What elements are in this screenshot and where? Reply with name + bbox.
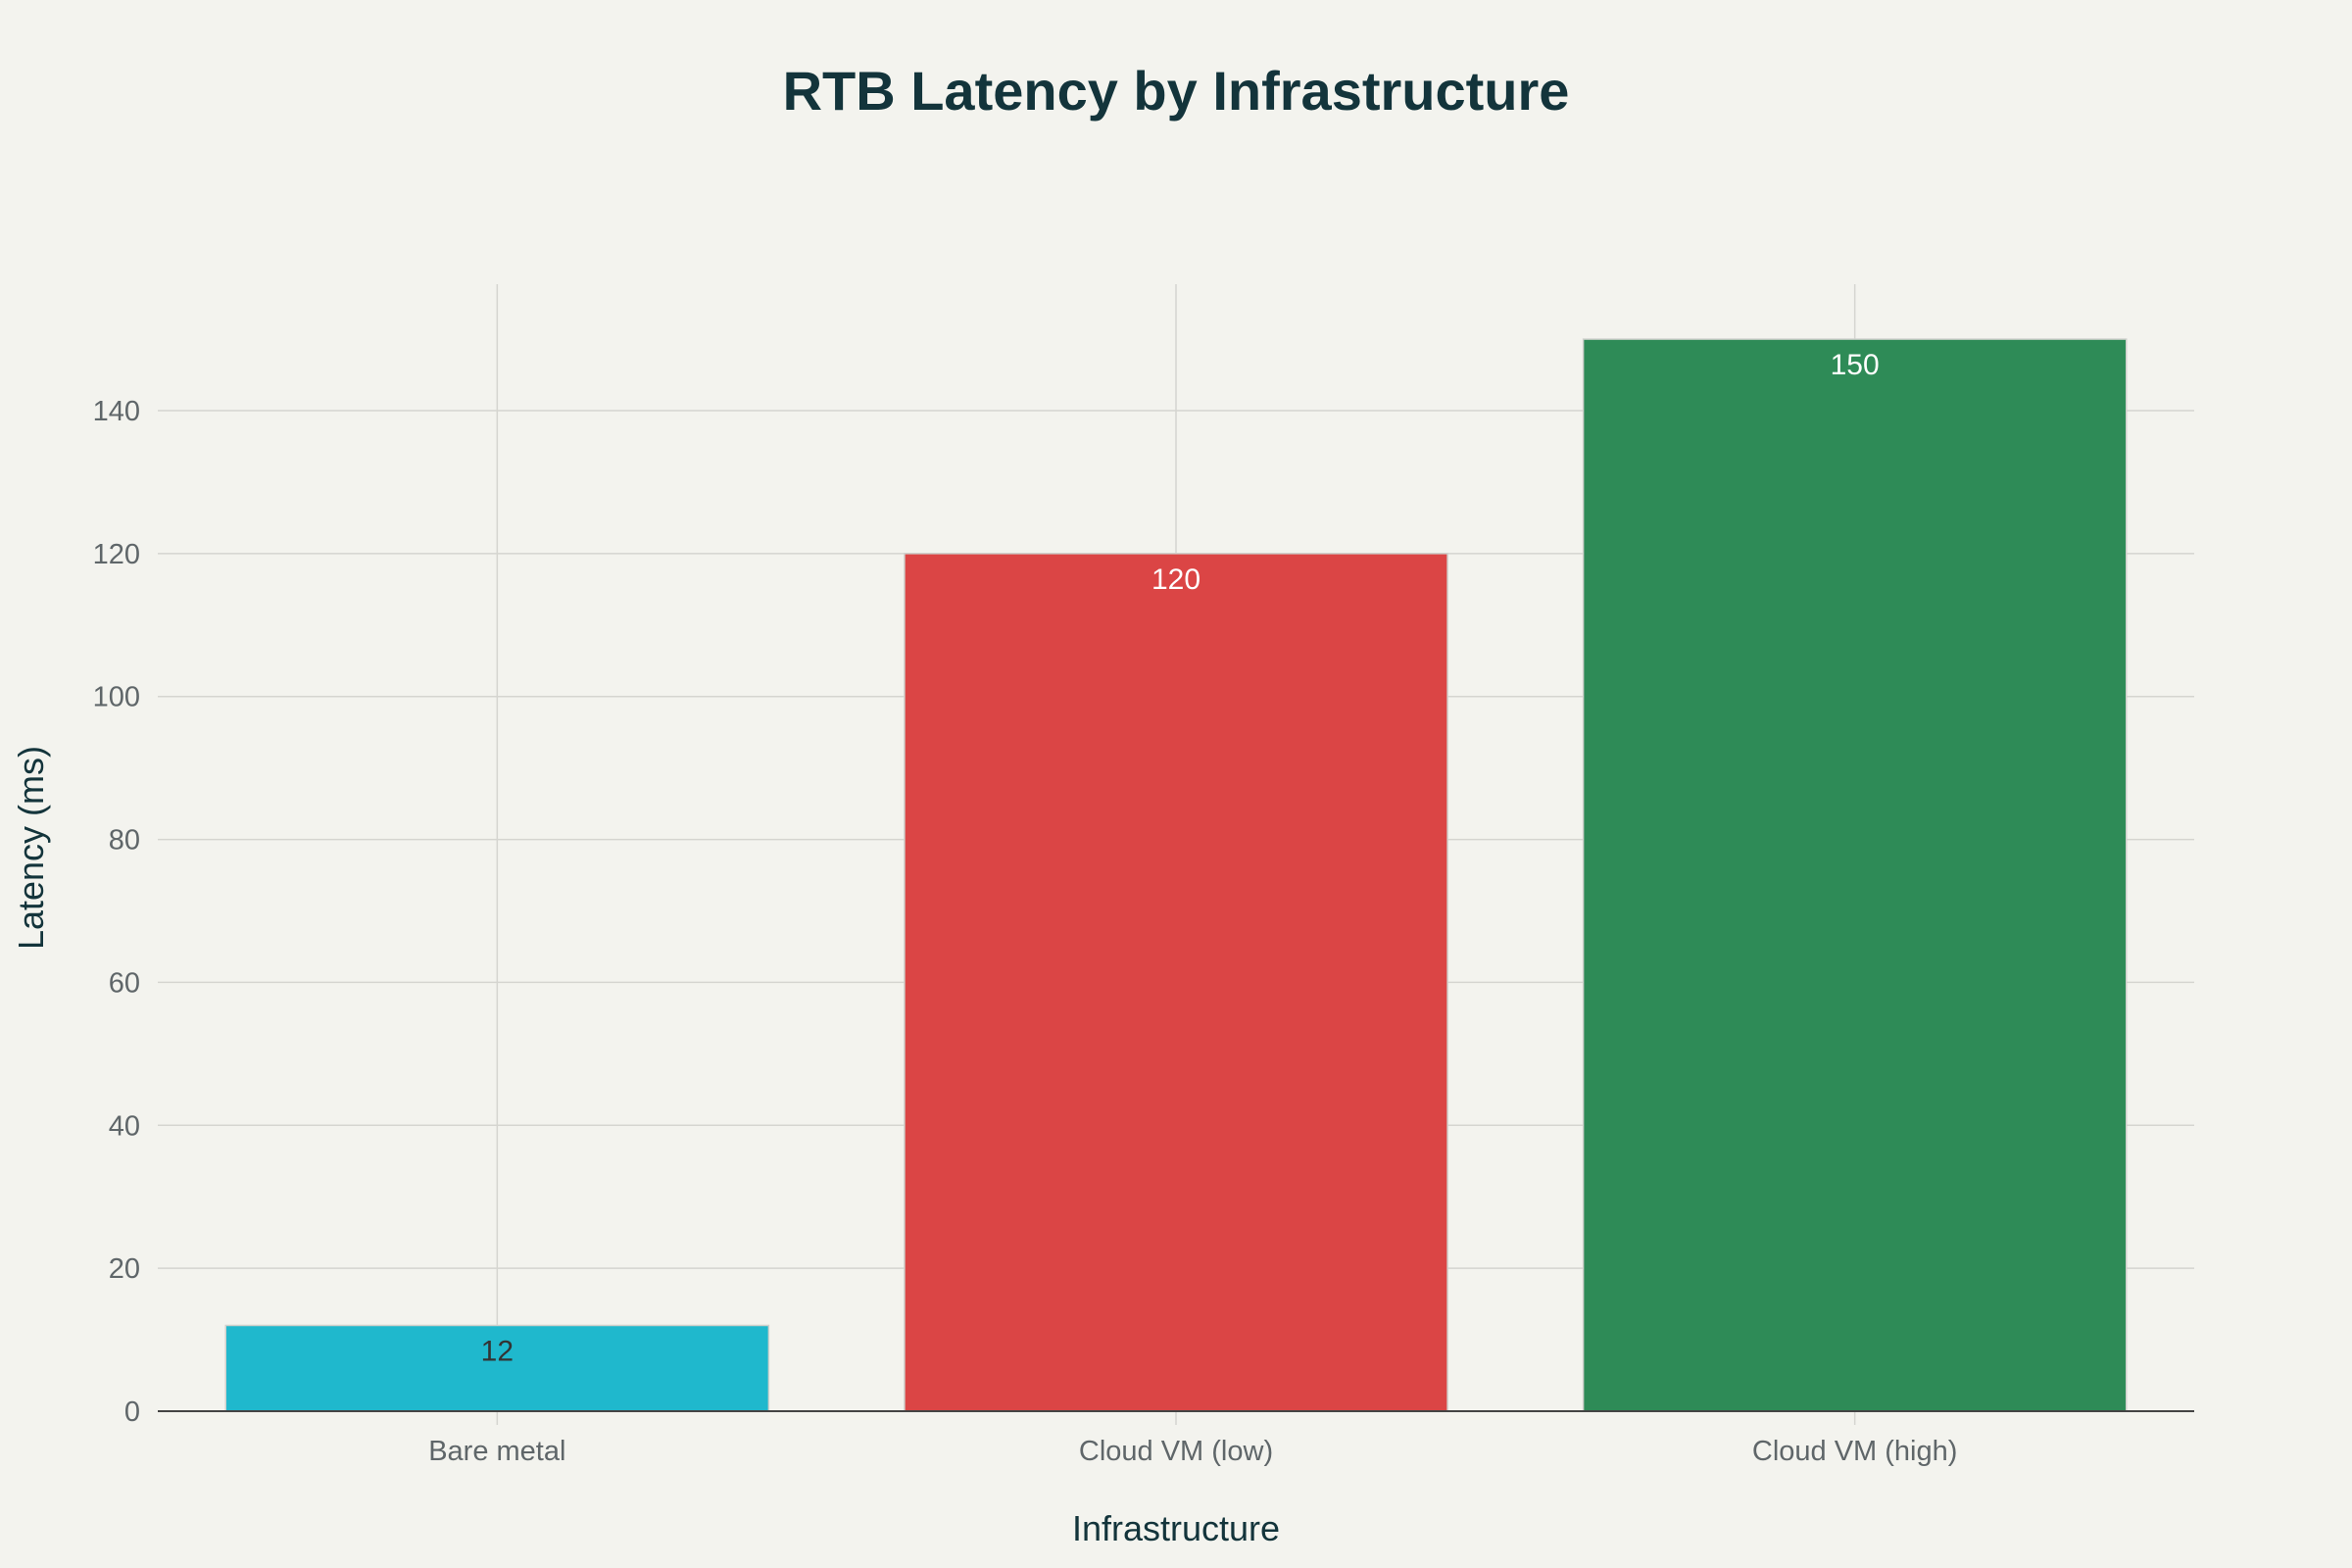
x-tick-label: Cloud VM (high)	[1752, 1436, 1958, 1467]
data-label: 150	[1831, 349, 1880, 381]
x-axis-ticks: Bare metal Cloud VM (low) Cloud VM (high)	[428, 1436, 1957, 1467]
x-axis-title: Infrastructure	[1072, 1508, 1280, 1548]
y-tick-label: 40	[109, 1110, 140, 1142]
chart-title: RTB Latency by Infrastructure	[783, 60, 1570, 122]
y-tick-label: 120	[93, 539, 140, 570]
bar-cloud-vm-high	[1582, 338, 2128, 1412]
bars: 12 120 150	[224, 338, 2128, 1412]
y-tick-label: 0	[124, 1396, 140, 1428]
bar-cloud-vm-low	[904, 553, 1448, 1412]
y-axis-title: Latency (ms)	[11, 746, 51, 950]
y-tick-label: 140	[93, 396, 140, 427]
data-label: 12	[481, 1335, 514, 1367]
y-tick-label: 20	[109, 1253, 140, 1285]
y-axis-ticks: 0 20 40 60 80 100 120 140	[93, 396, 140, 1428]
x-tick-label: Bare metal	[428, 1436, 565, 1467]
x-tick-label: Cloud VM (low)	[1079, 1436, 1273, 1467]
data-label: 120	[1152, 564, 1200, 596]
y-tick-label: 80	[109, 825, 140, 857]
bar-bare-metal	[224, 1324, 770, 1412]
y-tick-label: 60	[109, 967, 140, 999]
y-tick-label: 100	[93, 682, 140, 713]
